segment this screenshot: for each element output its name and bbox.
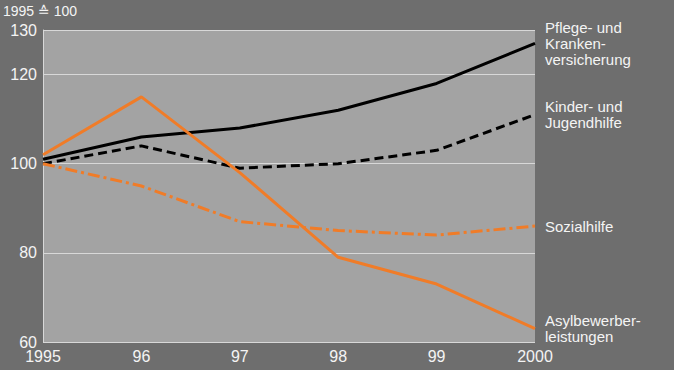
svg-text:130: 130 xyxy=(10,22,37,39)
svg-text:98: 98 xyxy=(329,348,347,365)
svg-text:99: 99 xyxy=(428,348,446,365)
svg-text:1995: 1995 xyxy=(25,348,61,365)
svg-text:Pflege- und: Pflege- und xyxy=(545,19,622,36)
svg-text:versicherung: versicherung xyxy=(545,51,631,68)
svg-text:leistungen: leistungen xyxy=(545,328,613,345)
svg-text:1995 ≙ 100: 1995 ≙ 100 xyxy=(3,3,77,19)
svg-text:Sozialhilfe: Sozialhilfe xyxy=(545,218,613,235)
svg-text:Kranken-: Kranken- xyxy=(545,35,606,52)
svg-text:60: 60 xyxy=(19,333,37,351)
svg-text:2000: 2000 xyxy=(517,348,553,365)
svg-text:120: 120 xyxy=(10,66,37,83)
svg-text:96: 96 xyxy=(133,348,151,365)
svg-text:Asylbewerber-: Asylbewerber- xyxy=(545,312,641,329)
svg-text:97: 97 xyxy=(231,348,249,365)
svg-text:100: 100 xyxy=(10,155,37,172)
svg-text:80: 80 xyxy=(19,244,37,261)
svg-text:Jugendhilfe: Jugendhilfe xyxy=(545,114,622,131)
svg-text:Kinder- und: Kinder- und xyxy=(545,98,623,115)
